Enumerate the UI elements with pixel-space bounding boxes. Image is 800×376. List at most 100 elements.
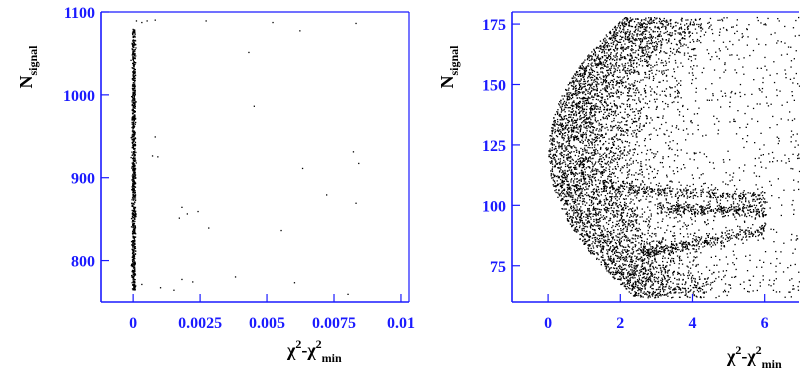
scatter-point [564,145,566,147]
scatter-point [132,153,134,155]
scatter-point [667,33,669,36]
scatter-point [641,264,643,266]
scatter-point [656,198,658,200]
scatter-point [649,242,651,244]
scatter-point [581,163,584,166]
scatter-point [679,220,681,222]
scatter-point [616,161,618,164]
scatter-point [632,234,634,236]
scatter-point [551,143,554,145]
scatter-point [607,57,609,60]
scatter-point [587,174,589,176]
scatter-point [587,63,590,65]
scatter-point [616,199,618,202]
scatter-point [622,219,625,221]
scatter-point [570,114,572,116]
scatter-point [590,224,592,226]
scatter-point [565,149,567,151]
scatter-point [629,58,632,61]
scatter-point [729,40,731,43]
scatter-point [134,31,136,33]
scatter-point [574,77,576,79]
scatter-point [627,88,629,90]
scatter-point [633,210,636,212]
scatter-point [133,284,136,287]
scatter-point [560,130,562,133]
scatter-point [732,43,734,46]
scatter-point [563,109,565,111]
scatter-point [601,161,603,163]
scatter-point [132,273,134,276]
scatter-point [604,87,606,89]
scatter-point [579,193,581,195]
scatter-point [565,208,567,210]
scatter-point [554,153,556,156]
scatter-point [757,120,759,123]
scatter-point [613,278,615,280]
scatter-point [591,141,593,143]
scatter-point [602,88,604,90]
scatter-point [131,186,133,188]
scatter-point [615,147,617,150]
scatter-point [596,128,598,130]
scatter-point [611,210,613,212]
scatter-point [580,215,582,217]
scatter-point [131,205,133,207]
scatter-point [134,32,136,34]
scatter-point [131,167,133,169]
scatter-point [624,31,627,33]
scatter-point [614,158,616,160]
scatter-point [582,62,584,64]
scatter-point [572,205,575,207]
scatter-point [598,111,600,113]
scatter-point [132,73,134,75]
scatter-point [564,208,566,210]
scatter-point [668,61,670,63]
scatter-point [584,88,587,90]
scatter-point [733,120,735,122]
scatter-point [751,118,753,120]
scatter-point [602,169,605,171]
scatter-point [635,270,638,272]
scatter-point [134,164,136,166]
scatter-point [557,109,559,111]
scatter-point [579,114,582,117]
scatter-point [616,106,618,108]
scatter-point [135,47,137,49]
scatter-point [726,294,728,297]
scatter-point [613,215,615,217]
scatter-point [635,28,637,30]
scatter-point [582,66,584,68]
scatter-point [711,83,713,85]
scatter-point [681,20,683,22]
scatter-point [595,66,598,68]
scatter-point [573,136,575,138]
scatter-point [613,196,615,198]
scatter-point [634,235,636,237]
scatter-point [568,193,570,196]
scatter-point [606,126,608,129]
scatter-point [134,155,136,157]
scatter-point [798,170,800,173]
scatter-point [614,166,616,168]
scatter-point [612,34,614,36]
scatter-point [626,226,629,228]
scatter-point [798,34,800,37]
scatter-point [582,225,584,227]
scatter-point [604,239,606,241]
scatter-point [134,123,136,125]
scatter-point [586,213,588,216]
scatter-point [578,179,580,182]
scatter-point [699,286,701,289]
scatter-point [587,210,589,212]
scatter-point [698,26,700,28]
scatter-point [700,288,702,290]
scatter-point [646,23,648,26]
scatter-point [644,183,646,186]
scatter-point [588,185,590,188]
scatter-point [622,82,624,84]
scatter-point [617,229,619,231]
scatter-point [132,262,134,264]
scatter-point [607,255,609,258]
scatter-point [563,204,565,206]
